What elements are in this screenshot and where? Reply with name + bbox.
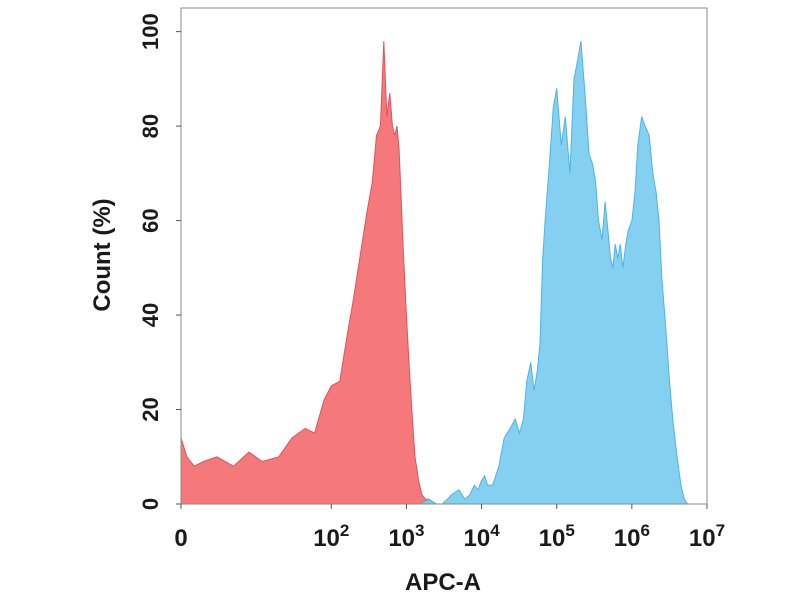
y-tick-label: 80 <box>138 114 163 138</box>
x-tick-label: 103 <box>388 521 424 552</box>
y-tick-label: 0 <box>138 498 163 510</box>
series-area-2 <box>419 41 691 505</box>
series-layer <box>180 41 691 505</box>
y-axis-ticks: 0 20 40 60 80 100 <box>138 13 181 510</box>
x-axis-title: APC-A <box>405 569 481 596</box>
x-tick-label: 102 <box>313 521 349 552</box>
plot-frame <box>180 7 708 505</box>
x-tick-label: 106 <box>614 521 650 552</box>
x-tick-label: 104 <box>463 521 500 552</box>
y-tick-label: 20 <box>138 397 163 421</box>
series-area-1 <box>180 41 439 505</box>
x-axis-ticks: 0 102 103 104 105 106 107 <box>174 504 725 552</box>
x-tick-label: 107 <box>689 521 725 552</box>
y-axis-title: Count (%) <box>89 198 116 311</box>
x-tick-label: 0 <box>174 525 187 552</box>
x-tick-label: 105 <box>539 521 575 552</box>
y-tick-label: 40 <box>138 303 163 327</box>
y-tick-label: 60 <box>138 208 163 232</box>
y-tick-label: 100 <box>138 13 163 50</box>
